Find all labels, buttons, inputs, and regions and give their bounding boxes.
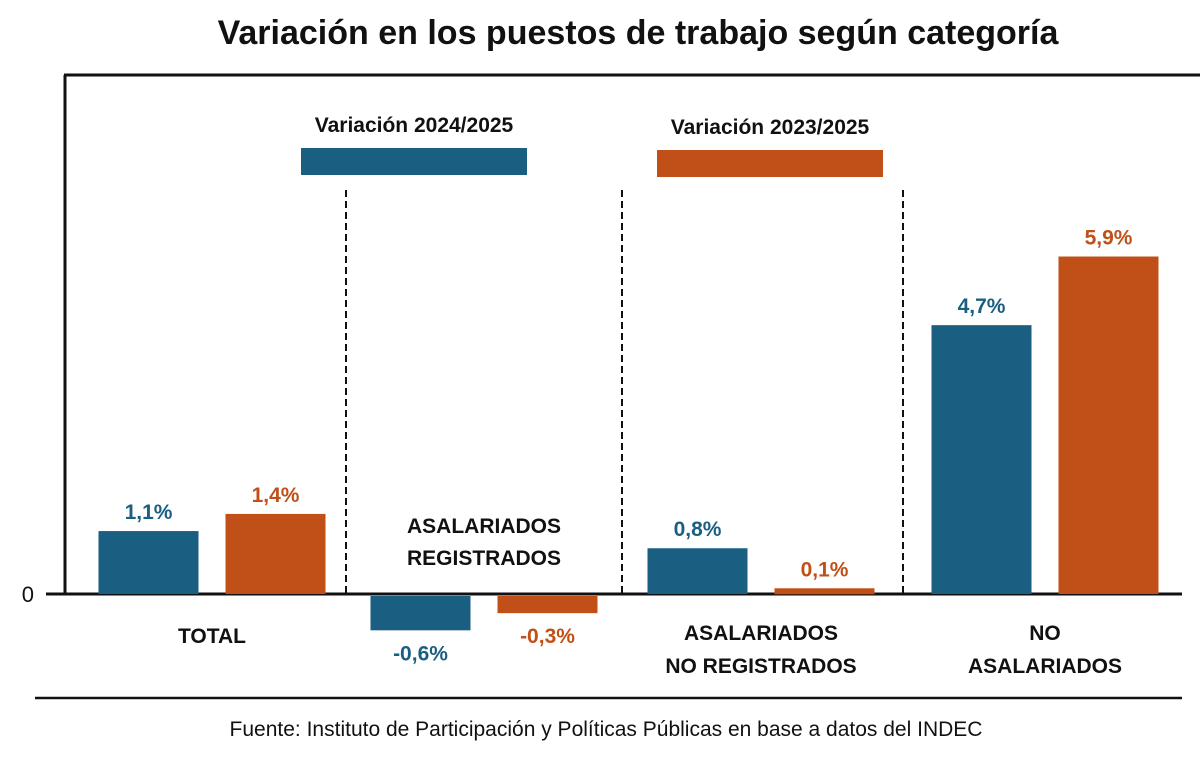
value-label-series-2-category-1: 1,4%	[252, 484, 300, 507]
value-label-series-2-category-2: -0,3%	[520, 625, 575, 648]
value-label-series-1-category-1: 1,1%	[125, 501, 173, 524]
category-label-4-line-1: NO	[1029, 622, 1061, 645]
category-labels-group: TOTAL ASALARIADOS REGISTRADOS ASALARIADOS NO…	[178, 515, 1122, 678]
y-tick-label-zero: 0	[22, 582, 34, 607]
bar-series-1-category-1	[98, 531, 199, 594]
value-label-series-2-category-3: 0,1%	[801, 558, 849, 581]
value-label-series-1-category-4: 4,7%	[958, 295, 1006, 318]
category-label-3-line-2: NO REGISTRADOS	[665, 655, 856, 678]
category-label-1-line-1: TOTAL	[178, 625, 246, 648]
value-label-series-1-category-3: 0,8%	[674, 518, 722, 541]
bar-series-2-category-3	[774, 588, 875, 595]
bars-group	[98, 256, 1159, 631]
value-label-series-2-category-4: 5,9%	[1085, 227, 1133, 250]
legend-label-series-2: Variación 2023/2025	[671, 116, 870, 139]
value-label-series-1-category-2: -0,6%	[393, 642, 448, 665]
bar-series-2-category-1	[225, 513, 326, 594]
bar-series-1-category-4	[931, 325, 1032, 594]
category-label-4-line-2: ASALARIADOS	[968, 655, 1122, 678]
value-labels-group: 1,1% -0,6% 0,8% 4,7% 1,4% -0,3% 0,1% 5,9%	[125, 227, 1133, 666]
legend: Variación 2024/2025 Variación 2023/2025	[301, 114, 883, 177]
legend-label-series-1: Variación 2024/2025	[315, 114, 514, 137]
category-label-2-line-2: REGISTRADOS	[407, 547, 561, 570]
legend-swatch-series-1	[301, 148, 527, 175]
bar-series-1-category-2	[370, 596, 471, 631]
bar-series-2-category-2	[497, 596, 598, 614]
category-label-2-line-1: ASALARIADOS	[407, 515, 561, 538]
chart-title: Variación en los puestos de trabajo segú…	[217, 14, 1059, 52]
legend-swatch-series-2	[657, 150, 883, 177]
source-note: Fuente: Instituto de Participación y Pol…	[229, 718, 983, 741]
category-label-3-line-1: ASALARIADOS	[684, 622, 838, 645]
bar-series-1-category-3	[647, 548, 748, 594]
bar-series-2-category-4	[1058, 256, 1159, 594]
